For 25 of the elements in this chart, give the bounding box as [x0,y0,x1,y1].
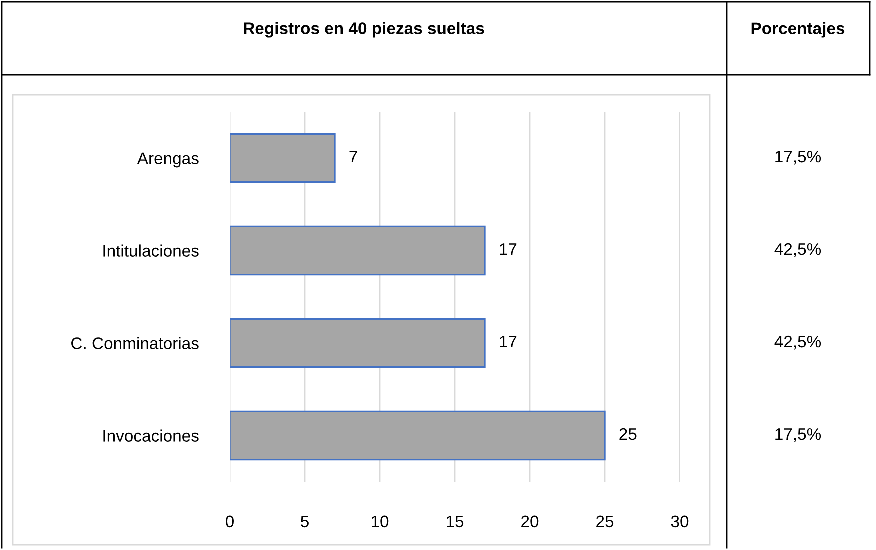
chart-title: Registros en 40 piezas sueltas [244,22,484,38]
y-tick-label: Invocaciones [104,430,199,442]
text: 42,5% [774,243,822,258]
x-tick-label: 0 [226,516,234,528]
x-tick-label: 15 [447,516,464,528]
data-label: 25 [620,428,637,440]
x-tick-label: 5 [301,516,309,528]
x-tick-label: 30 [671,516,689,528]
bar [230,133,336,184]
data-label: 7 [350,151,358,163]
bar [230,226,486,276]
y-tick-label: Intitulaciones [104,244,199,257]
text: 17,5% [776,150,822,165]
x-tick-label: 10 [372,516,389,528]
data-label: 17 [500,244,517,256]
bar [230,318,486,368]
text: 17,5% [776,428,822,442]
text: 42,5% [774,336,822,350]
text: Porcentajes [752,22,845,38]
y-tick-label: C. Conminatorias [72,337,199,350]
data-label: 17 [500,336,517,348]
y-tick-label: Arengas [137,152,199,168]
x-tick-label: 25 [596,516,614,528]
bar [230,410,606,461]
x-tick-label: 20 [522,516,539,528]
